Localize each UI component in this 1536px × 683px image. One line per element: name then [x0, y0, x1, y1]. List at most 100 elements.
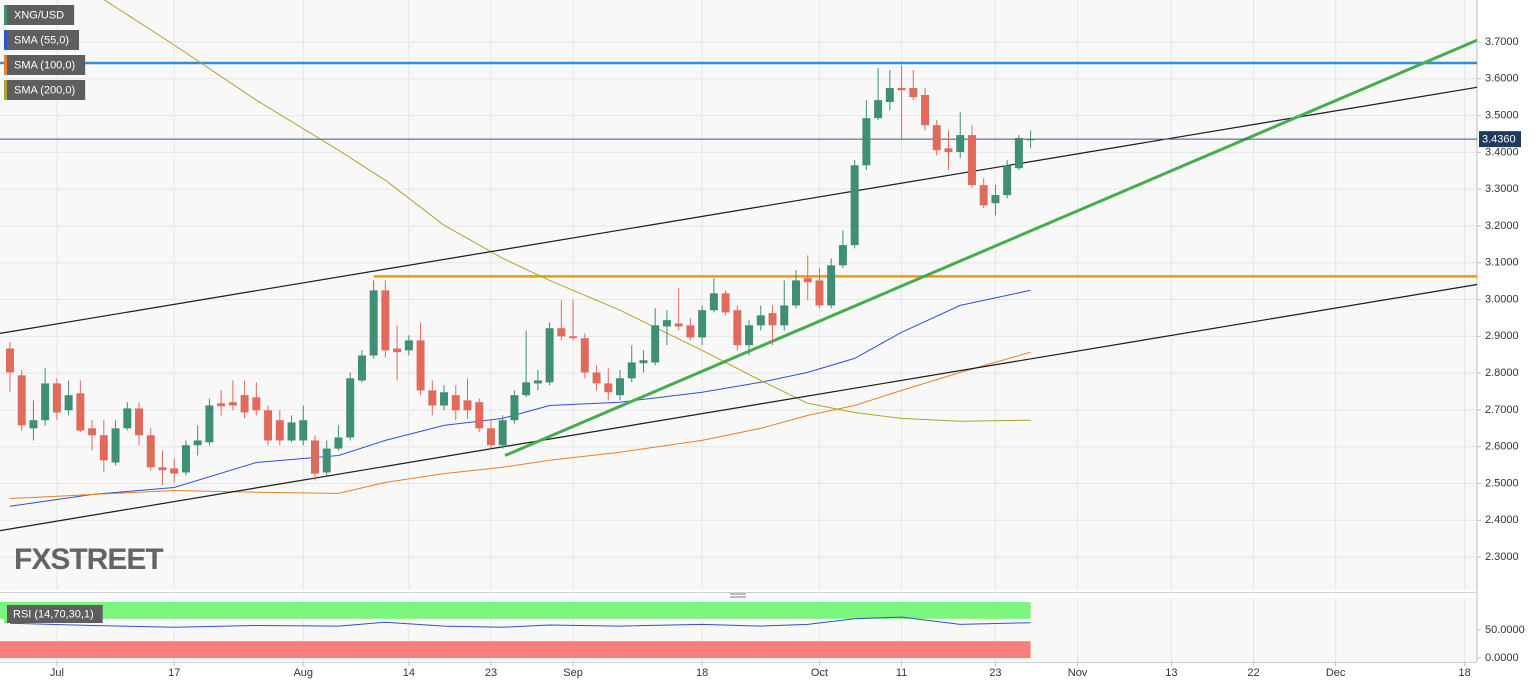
y-tick-label: 2.7000 [1485, 404, 1519, 416]
legend-swatch [4, 5, 7, 25]
x-tick-label: 18 [1459, 667, 1471, 679]
candle-body [791, 280, 800, 306]
x-tick-label: 23 [485, 667, 497, 679]
candle-body [357, 355, 366, 381]
candle-body [181, 445, 190, 473]
legend-label: SMA (100,0) [14, 59, 75, 71]
legend-label: SMA (200,0) [14, 84, 75, 96]
candle-body [1014, 138, 1023, 169]
candle-body [780, 305, 789, 326]
candle-body [193, 440, 202, 446]
candle-body [369, 290, 378, 356]
candle-body [662, 320, 671, 327]
candle-body [827, 265, 836, 306]
trend-line [0, 86, 1477, 334]
candle-body [64, 395, 73, 411]
y-tick-label: 3.4000 [1485, 146, 1519, 158]
candle-body [967, 135, 976, 186]
x-tick-label: Dec [1326, 667, 1346, 679]
candle-body [510, 395, 519, 421]
candle-body [463, 400, 472, 411]
candle-body [838, 245, 847, 266]
candle-body [240, 395, 249, 413]
candle-body [850, 165, 859, 246]
rsi-line-group [9, 616, 1031, 628]
candle-body [217, 403, 226, 407]
rsi-y-tick-label: 50.0000 [1485, 624, 1525, 636]
y-tick-label: 3.6000 [1485, 73, 1519, 85]
rsi-bands [0, 602, 1031, 658]
y-tick-label: 2.4000 [1485, 514, 1519, 526]
x-tick-label: Oct [811, 667, 828, 679]
rsi-title: RSI (14,70,30,1) [13, 608, 94, 620]
candle-body [451, 395, 460, 411]
legend: XNG/USD SMA (55,0) SMA (100,0) SMA (200,0) R… [4, 5, 103, 623]
candle-body [756, 315, 765, 326]
candle-body [533, 380, 542, 384]
overlays [0, 0, 1477, 532]
candle-body [264, 410, 273, 441]
rsi-title-box[interactable] [4, 605, 103, 623]
x-tick-label: 14 [403, 667, 415, 679]
axis-labels: 2.3000 2.4000 2.5000 2.6000 2.7000 2.8000 2.90… [50, 36, 1525, 679]
candle-body [111, 428, 120, 463]
candle-body [381, 290, 390, 351]
candle-body [909, 88, 918, 98]
candle-body [486, 428, 495, 446]
candle-body [1003, 165, 1012, 196]
candle-body [932, 125, 941, 151]
candle-body [674, 323, 683, 327]
rsi-band [0, 602, 1031, 619]
y-tick-label: 3.0000 [1485, 293, 1519, 305]
candle-body [29, 420, 38, 429]
pane-handle[interactable] [730, 593, 746, 598]
rsi-swatch [4, 605, 7, 623]
y-tick-label: 3.5000 [1485, 110, 1519, 122]
candle-body [41, 383, 50, 421]
candle-body [311, 440, 319, 474]
last-price-label: 3.4360 [1482, 134, 1516, 146]
x-tick-label: Aug [293, 667, 313, 679]
candle-body [686, 325, 695, 338]
candle-body [252, 397, 261, 411]
candle-body [639, 360, 648, 364]
plot-background [0, 0, 1477, 590]
candle-body [745, 325, 754, 346]
y-tick-label: 3.7000 [1485, 36, 1519, 48]
candle-body [404, 340, 413, 351]
candle-body [428, 390, 437, 406]
candle-body [885, 88, 894, 102]
candle-body [545, 328, 554, 383]
candle-body [580, 338, 589, 373]
candle-body [228, 402, 237, 406]
candle-body [557, 328, 566, 337]
candle-body [416, 340, 425, 391]
candle-body [322, 448, 331, 473]
candle-body [123, 408, 132, 429]
candle-body [522, 382, 531, 396]
y-tick-label: 2.8000 [1485, 367, 1519, 379]
y-tick-label: 2.6000 [1485, 441, 1519, 453]
trend-line [0, 283, 1477, 532]
candle-body [944, 148, 953, 153]
candle-body [815, 280, 824, 306]
legend-box[interactable] [4, 80, 86, 100]
legend-box[interactable] [4, 30, 80, 50]
sma-line [9, 289, 1031, 507]
candle-body [135, 408, 144, 436]
x-tick-label: Nov [1068, 667, 1088, 679]
candle-body [299, 420, 308, 441]
sma-line [9, 351, 1031, 500]
candle-body [498, 420, 507, 446]
candle-body [921, 94, 930, 126]
legend-box[interactable] [4, 55, 86, 75]
candle-body [733, 310, 742, 346]
x-tick-label: 22 [1247, 667, 1259, 679]
x-tick-label: 17 [168, 667, 180, 679]
candle-body [17, 375, 26, 426]
candle-body [897, 88, 906, 91]
legend-box[interactable] [4, 5, 75, 25]
candle-body [205, 405, 214, 443]
